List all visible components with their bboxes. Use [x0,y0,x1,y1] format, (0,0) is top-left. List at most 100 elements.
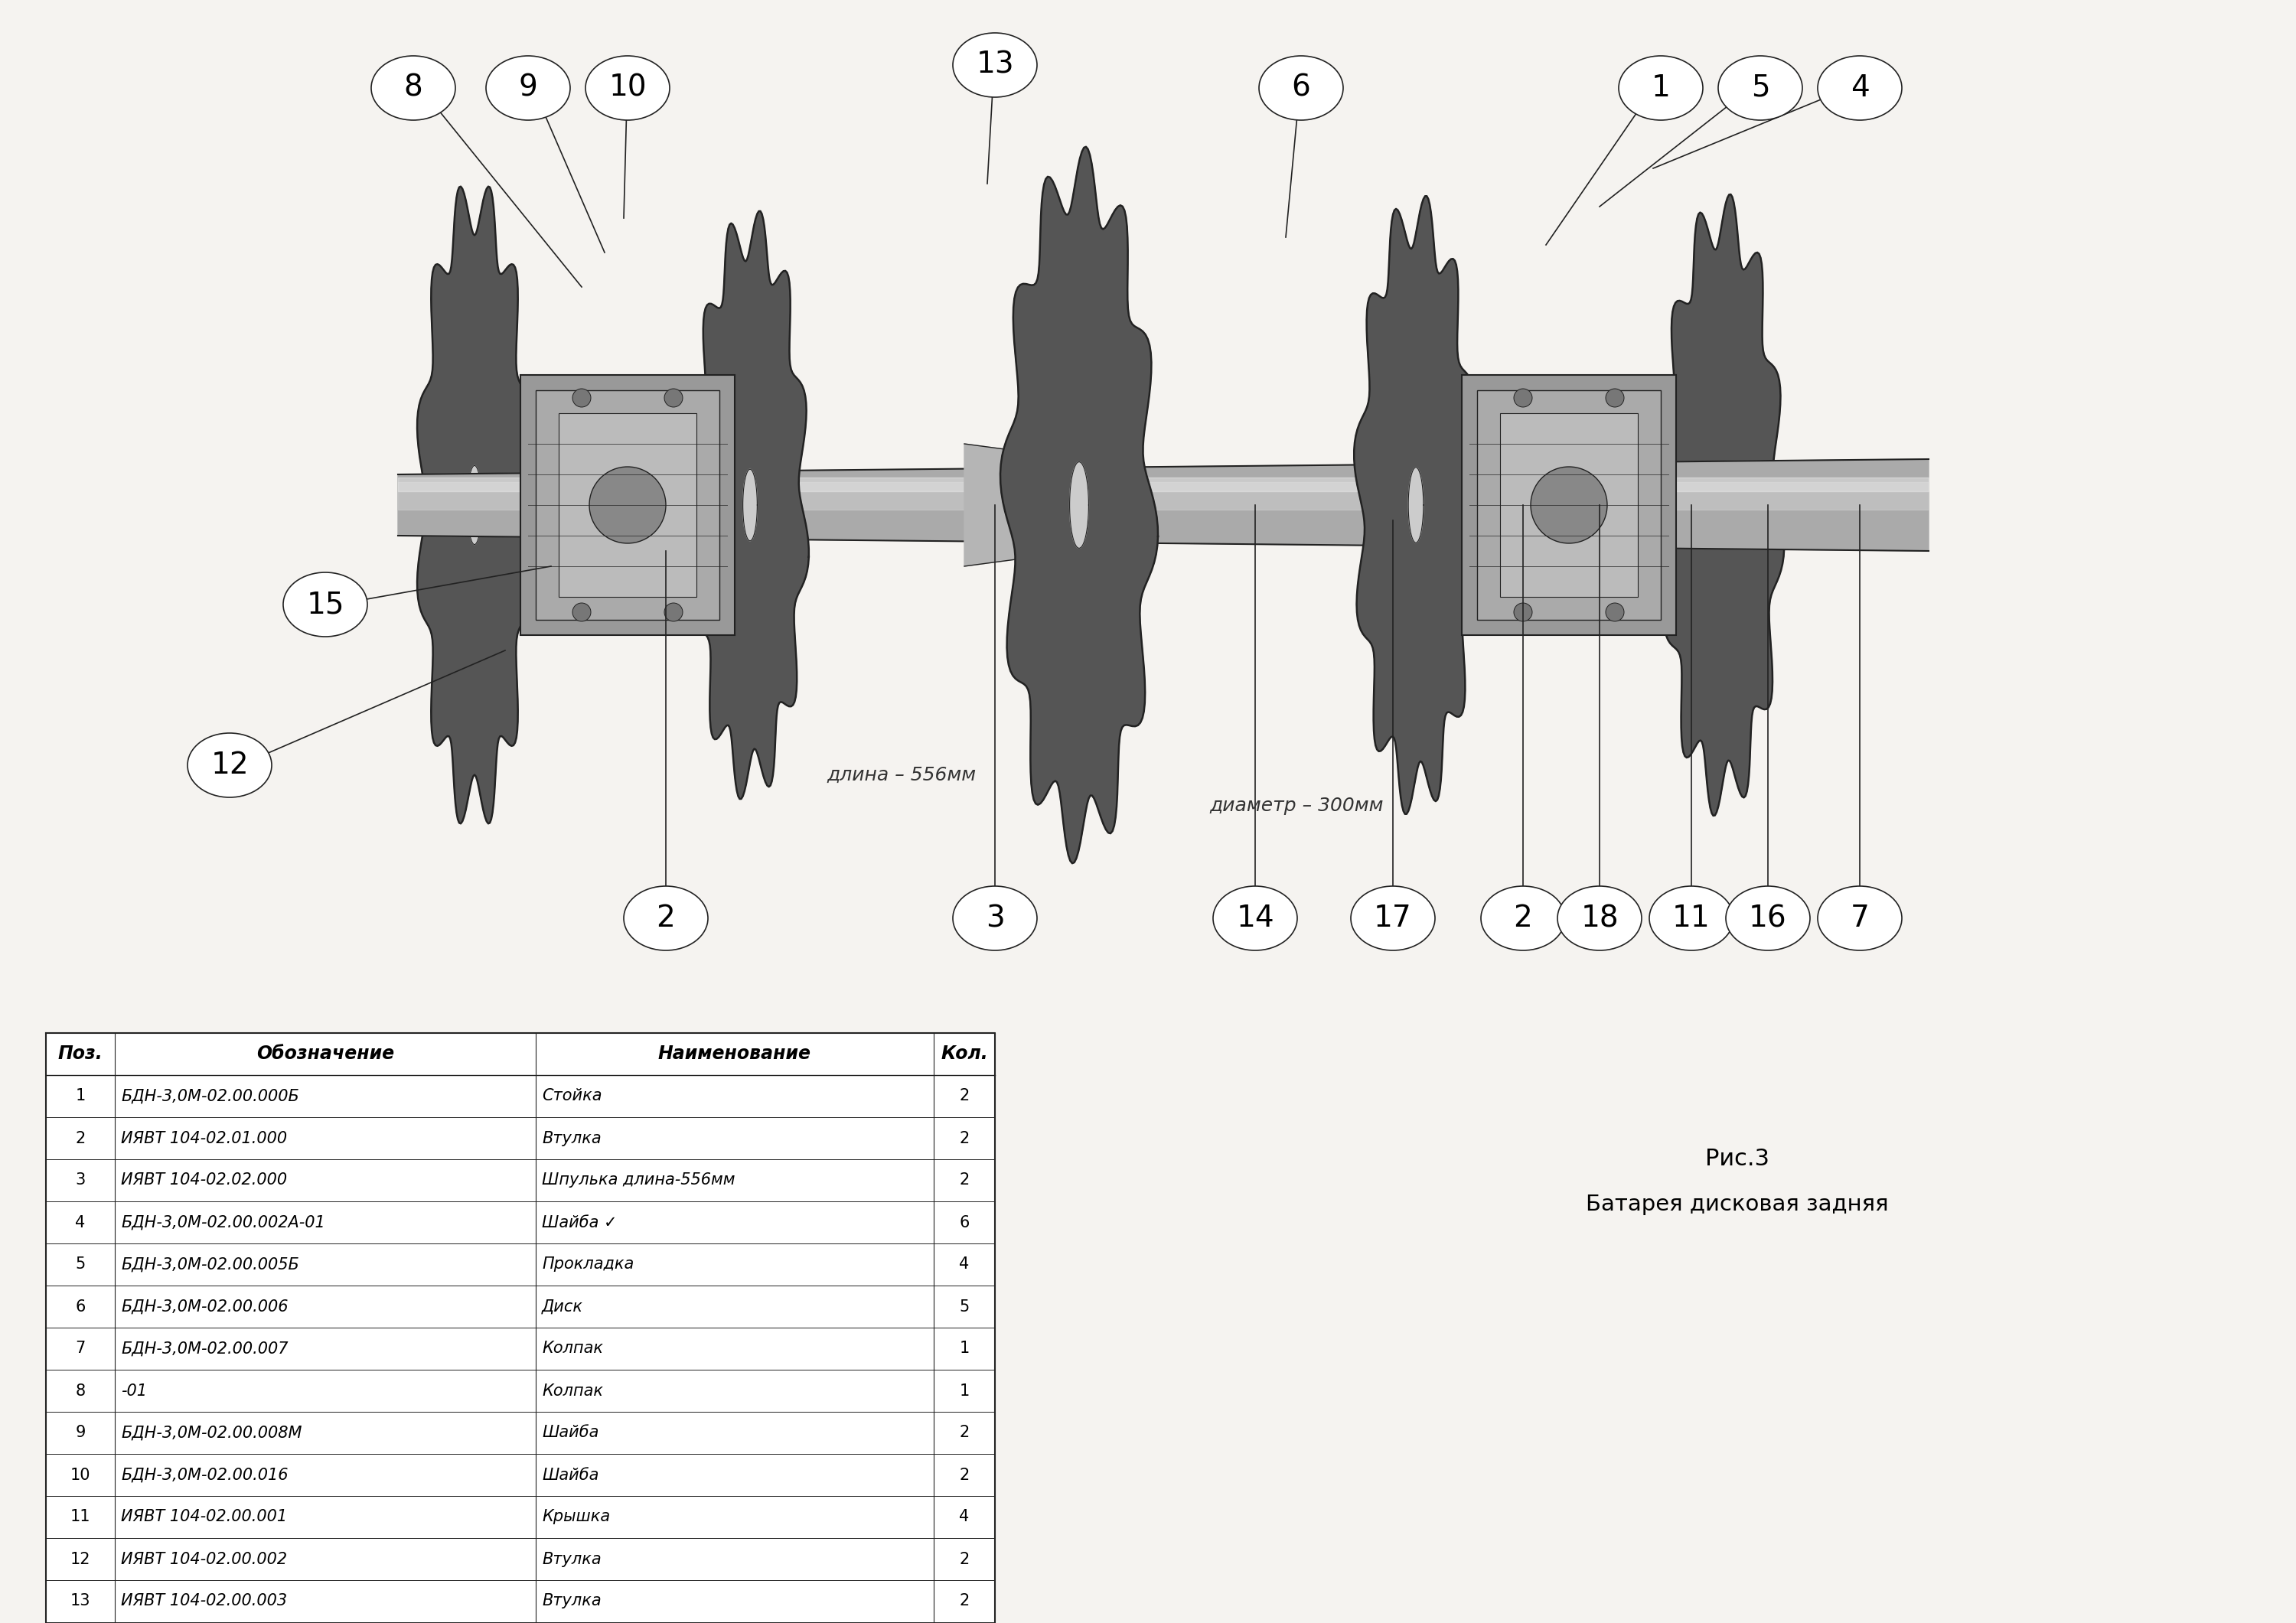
Polygon shape [1070,463,1088,549]
Text: 7: 7 [1851,904,1869,933]
Text: 1: 1 [960,1383,969,1399]
Text: ИЯВТ 104-02.00.001: ИЯВТ 104-02.00.001 [122,1509,287,1524]
Text: 5: 5 [76,1256,85,1272]
Text: 16: 16 [1750,904,1786,933]
Ellipse shape [1481,886,1566,951]
Text: Шайба: Шайба [542,1467,599,1482]
Ellipse shape [1717,55,1802,120]
Polygon shape [468,466,482,544]
Text: 2: 2 [960,1594,969,1608]
Text: 3: 3 [985,904,1003,933]
Text: 4: 4 [76,1214,85,1230]
Text: 13: 13 [71,1594,90,1608]
Ellipse shape [953,32,1038,97]
Text: 9: 9 [519,73,537,102]
Circle shape [1605,390,1623,407]
Ellipse shape [372,55,455,120]
Polygon shape [691,211,808,799]
Text: длина – 556мм: длина – 556мм [827,766,976,784]
FancyBboxPatch shape [1476,390,1660,620]
Text: Наименование: Наименование [659,1045,810,1063]
Ellipse shape [282,573,367,636]
Ellipse shape [1350,886,1435,951]
Text: 15: 15 [305,591,344,618]
Text: Втулка: Втулка [542,1552,602,1566]
Text: 5: 5 [960,1298,969,1315]
Text: 6: 6 [960,1214,969,1230]
Text: 6: 6 [76,1298,85,1315]
Ellipse shape [1727,886,1809,951]
Text: Стойка: Стойка [542,1089,602,1104]
Text: БДН-3,0М-02.00.005Б: БДН-3,0М-02.00.005Б [122,1256,298,1272]
Text: 11: 11 [1671,904,1711,933]
Circle shape [1531,467,1607,544]
Text: 5: 5 [1752,73,1770,102]
Circle shape [572,390,590,407]
Text: Шайба: Шайба [542,1425,599,1441]
Text: 2: 2 [960,1467,969,1482]
Text: БДН-3,0М-02.00.016: БДН-3,0М-02.00.016 [122,1467,289,1482]
Text: 2: 2 [960,1552,969,1566]
Ellipse shape [585,55,670,120]
Text: БДН-3,0М-02.00.007: БДН-3,0М-02.00.007 [122,1341,289,1357]
Ellipse shape [1212,886,1297,951]
Text: БДН-3,0М-02.00.000Б: БДН-3,0М-02.00.000Б [122,1089,298,1104]
Text: БДН-3,0М-02.00.002А-01: БДН-3,0М-02.00.002А-01 [122,1214,326,1230]
Text: 4: 4 [1851,73,1869,102]
Circle shape [1513,604,1531,622]
Text: 2: 2 [960,1173,969,1188]
Text: 14: 14 [1235,904,1274,933]
FancyBboxPatch shape [1463,375,1676,635]
Polygon shape [1660,195,1784,816]
Polygon shape [397,459,1929,550]
Circle shape [664,604,682,622]
Text: Втулка: Втулка [542,1594,602,1608]
Text: Батарея дисковая задняя: Батарея дисковая задняя [1587,1195,1890,1216]
Text: Шайба ✓: Шайба ✓ [542,1214,618,1230]
Polygon shape [418,187,533,823]
FancyBboxPatch shape [558,414,696,597]
Text: 7: 7 [76,1341,85,1357]
Polygon shape [1355,196,1479,815]
Text: -01: -01 [122,1383,147,1399]
Text: 1: 1 [960,1341,969,1357]
Text: 2: 2 [960,1131,969,1146]
Ellipse shape [188,734,271,797]
Text: Рис.3: Рис.3 [1706,1147,1770,1170]
Text: 1: 1 [1651,73,1669,102]
Circle shape [1605,604,1623,622]
Text: 2: 2 [1513,904,1531,933]
Text: Шпулька длина-556мм: Шпулька длина-556мм [542,1173,735,1188]
Text: 12: 12 [71,1552,90,1566]
Text: ИЯВТ 104-02.00.003: ИЯВТ 104-02.00.003 [122,1594,287,1608]
Text: 2: 2 [657,904,675,933]
Text: 13: 13 [976,50,1015,80]
Text: 8: 8 [76,1383,85,1399]
Text: 6: 6 [1293,73,1311,102]
Text: ИЯВТ 104-02.02.000: ИЯВТ 104-02.02.000 [122,1173,287,1188]
Ellipse shape [1649,886,1733,951]
Circle shape [590,467,666,544]
Text: Кол.: Кол. [941,1045,987,1063]
Text: 3: 3 [76,1173,85,1188]
Text: Прокладка: Прокладка [542,1256,634,1272]
Text: Втулка: Втулка [542,1131,602,1146]
Text: 8: 8 [404,73,422,102]
Ellipse shape [1258,55,1343,120]
Text: 17: 17 [1373,904,1412,933]
Text: 9: 9 [76,1425,85,1441]
Ellipse shape [1818,886,1901,951]
Text: 1: 1 [76,1089,85,1104]
Text: 10: 10 [608,73,647,102]
Text: Крышка: Крышка [542,1509,611,1524]
Bar [46,1032,994,1623]
Text: Обозначение: Обозначение [257,1045,395,1063]
Text: 2: 2 [960,1425,969,1441]
Polygon shape [964,443,1079,566]
Text: 12: 12 [211,751,248,779]
Text: 18: 18 [1580,904,1619,933]
Text: ИЯВТ 104-02.00.002: ИЯВТ 104-02.00.002 [122,1552,287,1566]
Polygon shape [744,469,758,540]
Text: БДН-3,0М-02.00.008М: БДН-3,0М-02.00.008М [122,1425,303,1441]
Circle shape [664,390,682,407]
